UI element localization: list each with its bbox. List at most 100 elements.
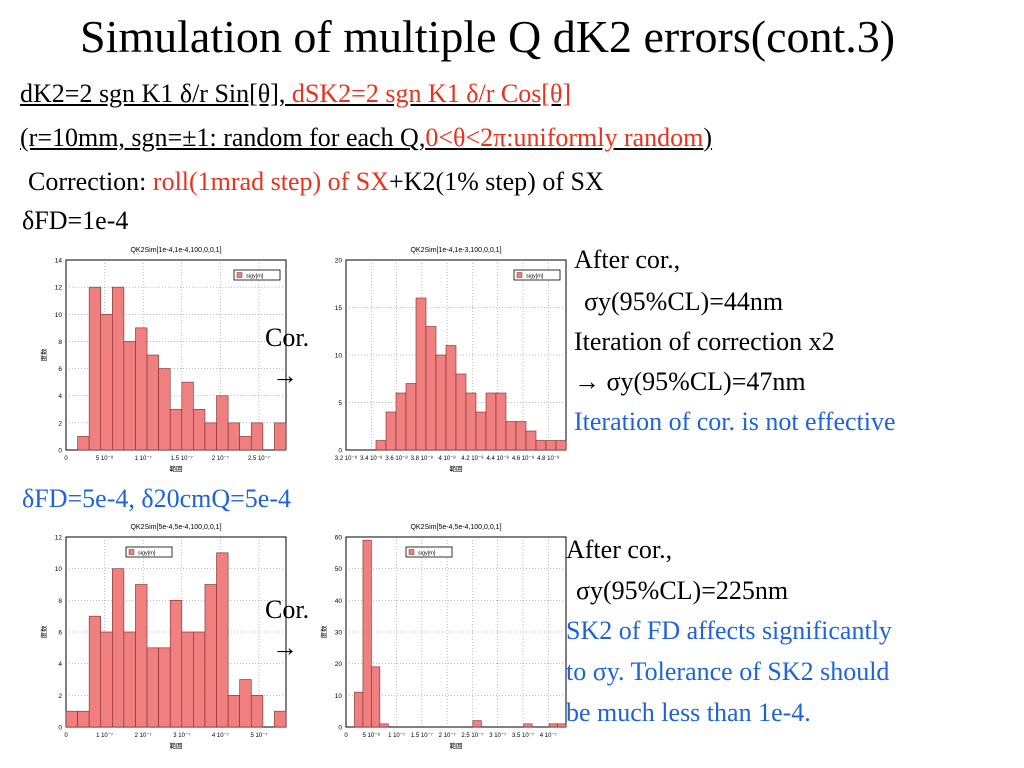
y-tick-label: 0 (338, 725, 342, 732)
params-text: (r=10mm, sgn=±1: random for each Q, (20, 123, 426, 152)
arrow-right-icon: → (272, 633, 298, 662)
x-axis-label: 範囲 (450, 464, 463, 473)
x-tick-label: 3 10⁻⁷ (489, 732, 506, 739)
x-tick-label: 5 10⁻⁸ (363, 732, 381, 739)
section1-label: δFD=1e-4 (22, 206, 129, 235)
x-tick-label: 3.6 10⁻⁸ (385, 455, 408, 462)
x-tick-label: 1 10⁻⁷ (388, 732, 405, 739)
chart-title: QK2Sim[1e-4,1e-4,100,0,0,1] (130, 247, 221, 254)
correction-k2: +K2(1% step) of SX (389, 167, 604, 196)
note2-line3: SK2 of FD affects significantly (566, 616, 892, 645)
y-tick-label: 30 (335, 630, 343, 637)
histogram-bar (100, 631, 113, 728)
chart-title: QK2Sim[5e-4,5e-4,100,0,0,1] (130, 524, 221, 531)
histogram-bar (158, 368, 171, 451)
x-tick-label: 5 10⁻⁸ (96, 455, 114, 462)
y-tick-label: 10 (335, 693, 343, 700)
histogram-bar (135, 327, 148, 451)
histogram-bar (465, 392, 477, 451)
y-tick-label: 10 (335, 353, 343, 360)
histogram-bar (362, 539, 372, 728)
histogram-bar (250, 422, 264, 451)
x-tick-label: 3 10⁻⁷ (173, 732, 190, 739)
histogram-bar (146, 647, 159, 728)
histogram-bar (250, 695, 264, 728)
histogram-bar (158, 647, 171, 728)
y-tick-label: 14 (55, 258, 63, 265)
histogram-bar (475, 411, 487, 451)
params-close: ) (703, 123, 713, 152)
cor-label-2: Cor. (265, 595, 310, 624)
note1-line3: Iteration of correction x2 (574, 327, 835, 356)
x-tick-label: 1.5 10⁻⁷ (411, 732, 433, 739)
histogram-bar (100, 313, 113, 451)
histogram-bar (204, 584, 217, 728)
correction-roll: roll(1mrad step) of SX (152, 167, 390, 196)
y-tick-label: 15 (335, 305, 343, 312)
chart-title: QK2Sim[5e-4,5e-4,100,0,0,1] (410, 524, 501, 531)
note1-line4: → σy(95%CL)=47nm (574, 367, 806, 396)
x-tick-label: 2.5 10⁻⁷ (248, 455, 270, 462)
histogram-bar (193, 408, 206, 451)
y-tick-label: 20 (335, 661, 343, 668)
x-tick-label: 4.6 10⁻⁸ (512, 455, 535, 462)
histogram-bar (123, 341, 136, 451)
note1-line2: σy(95%CL)=44nm (584, 287, 784, 316)
page-title: Simulation of multiple Q dK2 errors(cont… (80, 11, 896, 62)
x-tick-label: 2 10⁻⁷ (212, 455, 229, 462)
y-tick-label: 0 (338, 448, 342, 455)
histogram-bar (77, 710, 90, 728)
y-tick-label: 12 (55, 285, 63, 292)
histogram-bar (515, 421, 527, 451)
x-tick-label: 3.4 10⁻⁸ (360, 455, 383, 462)
histogram-bar (555, 440, 567, 451)
histogram-bar (123, 631, 136, 728)
histogram-before-1: QK2Sim[1e-4,1e-4,100,0,0,1] 0 2 4 6 8 10 12 14 0 5… (39, 247, 287, 473)
histogram-bar (495, 392, 507, 451)
histogram-bar (274, 422, 287, 451)
x-tick-label: 4 10⁻⁷ (212, 732, 229, 739)
y-tick-label: 60 (335, 535, 343, 542)
legend-swatch (516, 272, 523, 278)
legend-box (405, 546, 453, 558)
note2-line5: be much less than 1e-4. (566, 698, 811, 727)
legend-box (513, 269, 561, 281)
y-tick-label: 6 (58, 366, 62, 373)
histogram-after-1: QK2Sim[1e-4,1e-3,100,0,0,1] 0 5 10 15 20 3.2 1… (335, 247, 567, 473)
y-tick-label: 10 (55, 312, 63, 319)
y-tick-label: 8 (58, 598, 62, 605)
x-tick-label: 0 (64, 733, 68, 739)
histogram-bar (146, 354, 159, 451)
histogram-bar (525, 430, 537, 451)
formula-dk2: dK2=2 sgn K1 δ/r Sin[θ], (20, 79, 286, 108)
correction-label: Correction: (28, 167, 153, 196)
x-tick-label: 5 10⁻⁷ (250, 732, 267, 739)
cor-label-1: Cor. (265, 323, 310, 352)
x-tick-label: 2.5 10⁻⁷ (461, 732, 483, 739)
note2-line2: σy(95%CL)=225nm (576, 576, 789, 605)
y-tick-label: 12 (55, 535, 63, 542)
legend-swatch (408, 549, 415, 555)
histogram-bar (274, 710, 287, 728)
histogram-bar (385, 411, 397, 451)
histogram-bar (485, 392, 497, 451)
legend-box (125, 546, 173, 558)
histogram-bar (181, 631, 194, 728)
histogram-bar (445, 345, 457, 451)
chart-title: QK2Sim[1e-4,1e-3,100,0,0,1] (410, 247, 501, 254)
y-axis-label: 度数 (39, 348, 48, 362)
histogram-bar (216, 395, 229, 451)
histogram-bar (557, 723, 567, 728)
x-axis-label: 範囲 (170, 464, 183, 473)
histogram-bar (227, 422, 240, 451)
x-tick-label: 3.2 10⁻⁸ (335, 455, 358, 462)
legend-label: sigy[m] (246, 274, 264, 280)
y-tick-label: 20 (335, 258, 343, 265)
histogram-bar (425, 326, 437, 451)
histogram-bar (239, 679, 252, 728)
histogram-bar (395, 392, 407, 451)
x-tick-label: 1 10⁻⁷ (135, 455, 152, 462)
histogram-bar (112, 568, 125, 728)
arrow-right-icon: → (272, 361, 298, 390)
legend-label: sigy[m] (418, 551, 436, 557)
